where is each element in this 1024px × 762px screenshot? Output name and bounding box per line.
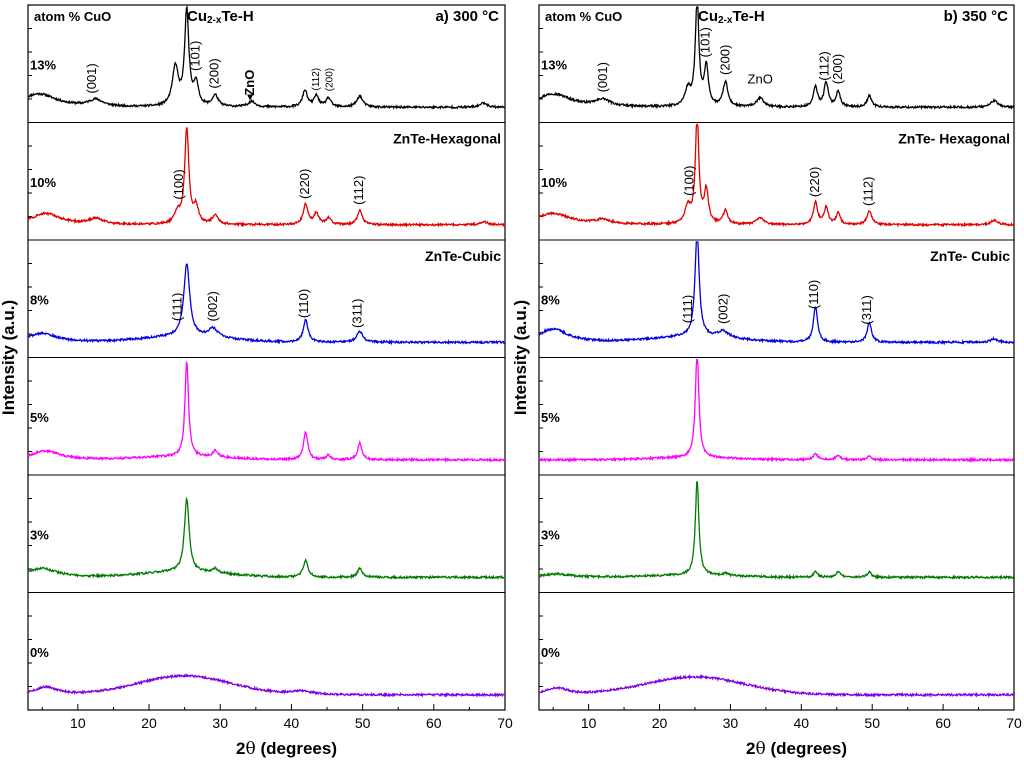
zno-arrowhead	[247, 94, 254, 101]
peak-annotation: (002)	[205, 291, 220, 321]
peak-annotation: (112)	[311, 68, 322, 91]
header-phase-cu2xte: Cu2-xTe-H	[187, 8, 254, 26]
series-label: 0%	[30, 645, 49, 660]
peak-annotation: (311)	[350, 299, 365, 328]
y-axis-label: Intensity (a.u.)	[511, 300, 530, 415]
peak-annotation: (110)	[806, 280, 821, 309]
x-tick-label: 10	[70, 715, 86, 731]
series-label: 3%	[541, 528, 560, 543]
peak-annotation: (200)	[324, 68, 335, 91]
peak-annotation: (220)	[807, 167, 822, 197]
peak-annotation: (200)	[830, 54, 845, 84]
x-tick-label: 50	[355, 715, 371, 731]
series-line-10pct	[538, 123, 1015, 228]
x-tick-label: 20	[652, 715, 668, 731]
x-tick-label: 20	[141, 715, 157, 731]
peak-annotation: ZnO	[242, 70, 257, 96]
series-line-3pct	[27, 496, 506, 581]
series-line-5pct	[538, 358, 1015, 464]
series-label: 13%	[541, 58, 567, 73]
series-label: 8%	[541, 293, 560, 308]
peak-annotation: (001)	[84, 63, 99, 93]
peak-annotation: (101)	[187, 41, 202, 71]
series-label: 8%	[30, 293, 49, 308]
phase-label: ZnTe- Hexagonal	[898, 131, 1010, 147]
x-tick-label: 60	[935, 715, 951, 731]
series-line-0pct	[538, 674, 1015, 699]
x-tick-label: 40	[284, 715, 300, 731]
peak-annotation: (100)	[171, 169, 186, 199]
x-axis-label: 2θ (degrees)	[236, 739, 337, 759]
peak-annotation: (200)	[207, 58, 222, 88]
x-tick-label: 60	[426, 715, 442, 731]
peak-annotation: (220)	[297, 169, 312, 199]
series-label: 3%	[30, 528, 49, 543]
panel-label: a) 300 °C	[435, 8, 499, 25]
header-atom-percent: atom % CuO	[34, 9, 111, 24]
series-label: 13%	[30, 58, 56, 73]
series-label: 10%	[541, 175, 567, 190]
series-line-3pct	[538, 480, 1015, 581]
x-tick-label: 70	[497, 715, 513, 731]
header-atom-percent: atom % CuO	[545, 9, 622, 24]
series-label: 10%	[30, 175, 56, 190]
x-axis-label: 2θ (degrees)	[746, 739, 847, 759]
series-line-8pct	[538, 241, 1015, 346]
peak-annotation: ZnO	[748, 72, 773, 87]
phase-label: ZnTe-Cubic	[425, 248, 501, 264]
series-label: 5%	[30, 410, 49, 425]
series-label: 0%	[541, 645, 560, 660]
x-tick-label: 70	[1006, 715, 1022, 731]
panel-a: 10 20 30 40 50 60 70 2θ (degrees) Intensity (a.u…	[0, 4, 513, 759]
peak-annotation: (110)	[296, 289, 311, 318]
series-label: 5%	[541, 410, 560, 425]
series-line-8pct	[27, 263, 506, 346]
series-line-10pct	[27, 127, 506, 228]
series-line-0pct	[27, 672, 505, 698]
peak-annotation: (001)	[595, 62, 610, 92]
x-tick-label: 40	[794, 715, 810, 731]
header-phase-cu2xte: Cu2-xTe-H	[698, 8, 765, 26]
panel-b: 10 20 30 40 50 60 70 2θ (degrees) Intensity (a.u…	[511, 4, 1022, 759]
x-tick-label: 10	[581, 715, 597, 731]
peak-annotation: (111)	[170, 293, 185, 321]
peak-annotation: (101)	[698, 27, 713, 57]
peak-annotation: (311)	[859, 295, 874, 324]
panel-label: b) 350 °C	[944, 8, 1009, 25]
series-line-13pct	[538, 6, 1015, 111]
x-tick-label: 30	[723, 715, 739, 731]
phase-label: ZnTe-Hexagonal	[393, 131, 501, 147]
x-tick-label: 30	[212, 715, 228, 731]
peak-annotation: (112)	[861, 177, 876, 206]
y-axis-label: Intensity (a.u.)	[0, 300, 18, 415]
x-tick-label: 50	[864, 715, 880, 731]
peak-annotation: (111)	[680, 295, 695, 323]
peak-annotation: (002)	[715, 294, 730, 324]
peak-annotation: (100)	[681, 166, 696, 196]
peak-annotation: (200)	[717, 45, 732, 75]
peak-annotation: (112)	[351, 176, 366, 205]
phase-label: ZnTe- Cubic	[930, 248, 1010, 264]
series-line-13pct	[27, 4, 506, 110]
series-line-5pct	[27, 361, 506, 463]
peak-annotation: (112)	[817, 51, 832, 80]
